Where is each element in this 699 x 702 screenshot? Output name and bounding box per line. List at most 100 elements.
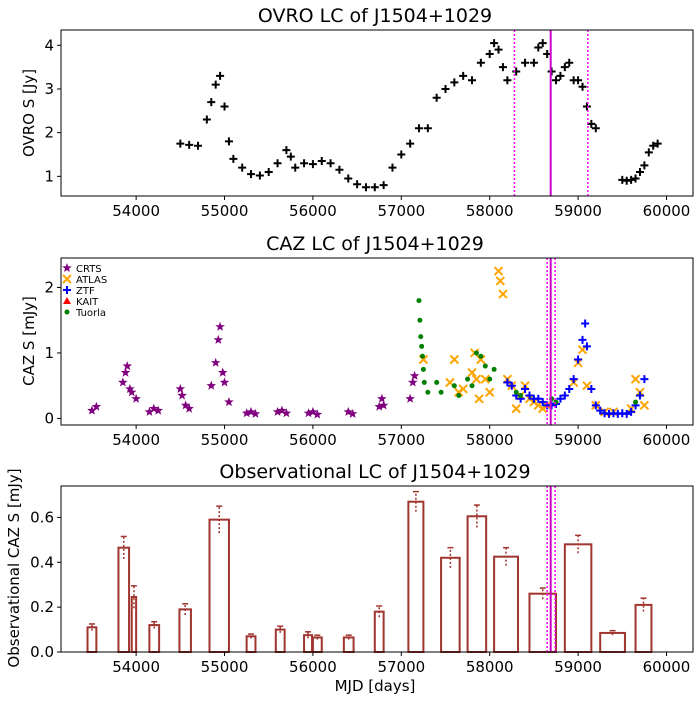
caz-point-ztf-21 <box>591 401 600 410</box>
caz-title: CAZ LC of J1504+1029 <box>266 233 484 255</box>
observational-ylabel: Observational CAZ S [mJy] <box>5 468 23 667</box>
caz-plot-area <box>60 257 694 426</box>
ovro-yticks: 1 2 3 4 <box>44 36 61 185</box>
caz-point-ztf-31 <box>635 391 644 400</box>
caz-point-atlas-5 <box>467 367 477 378</box>
caz-point-crts-20 <box>219 377 230 387</box>
caz-point-atlas-17 <box>511 403 521 414</box>
caz-xtick-label-6: 60000 <box>643 431 691 449</box>
ovro-point-ovro-25 <box>361 183 370 192</box>
observational-bar-18 <box>599 631 626 654</box>
caz-point-crts-37 <box>408 377 418 387</box>
caz-ylabel: CAZ S [mJy] <box>20 296 38 386</box>
ovro-point-ovro-65 <box>635 167 644 176</box>
ovro-point-ovro-54 <box>565 58 574 67</box>
observational-ytick-label-3: 0.6 <box>30 508 54 526</box>
observational-xticks: 54000 55000 56000 57000 58000 59000 60000 <box>112 652 690 676</box>
ovro-xtick-label-1: 55000 <box>201 202 249 220</box>
ovro-point-ovro-27 <box>379 181 388 190</box>
caz-point-ztf-1 <box>507 381 516 390</box>
caz-point-tuorla-16 <box>482 363 488 369</box>
caz-point-ztf-14 <box>565 384 574 393</box>
caz-point-crts-31 <box>343 406 353 416</box>
ovro-point-ovro-58 <box>582 102 591 111</box>
caz-point-crts-34 <box>377 393 387 403</box>
caz-point-tuorla-9 <box>438 389 444 395</box>
ovro-plot-area <box>60 29 694 197</box>
caz-point-crts-24 <box>250 408 261 418</box>
ovro-point-ovro-11 <box>247 170 256 179</box>
caz-point-tuorla-3 <box>419 343 425 349</box>
caz-point-tuorla-18 <box>491 366 497 372</box>
caz-point-crts-27 <box>281 408 292 418</box>
ovro-point-ovro-45 <box>521 58 530 67</box>
caz-point-atlas-2 <box>449 354 460 365</box>
caz-axes-frame <box>60 257 694 426</box>
caz-point-crts-21 <box>224 397 234 407</box>
caz-point-crts-6 <box>127 387 137 397</box>
caz-point-ztf-32 <box>640 375 649 384</box>
ovro-point-ovro-47 <box>534 43 543 52</box>
ovro-point-ovro-60 <box>591 124 600 133</box>
caz-point-ztf-20 <box>587 384 596 393</box>
observational-panel: Observational LC of J1504+1029 Observati… <box>5 461 694 695</box>
ovro-point-ovro-8 <box>224 137 233 146</box>
caz-point-tuorla-19 <box>513 389 519 395</box>
ovro-point-ovro-69 <box>653 139 662 148</box>
ovro-point-ovro-13 <box>264 167 273 176</box>
caz-legend-marker-crts <box>62 263 72 272</box>
caz-point-atlas-10 <box>480 374 490 384</box>
ovro-point-ovro-21 <box>326 159 335 168</box>
caz-point-crts-29 <box>308 406 318 416</box>
observational-bar-15 <box>493 555 519 654</box>
caz-legend-label-ztf: ZTF <box>76 286 95 297</box>
caz-point-atlas-4 <box>458 384 468 394</box>
caz-xticks: 54000 55000 56000 57000 58000 59000 60000 <box>112 425 690 449</box>
caz-point-ztf-8 <box>538 398 547 407</box>
ovro-point-ovro-26 <box>370 183 379 192</box>
observational-bar-4 <box>178 608 192 653</box>
caz-point-tuorla-22 <box>553 399 559 405</box>
ovro-point-ovro-14 <box>273 159 282 168</box>
observational-bar-5 <box>208 518 230 653</box>
observational-xtick-label-6: 60000 <box>643 658 691 676</box>
caz-point-atlas-7 <box>471 374 482 384</box>
caz-point-crts-9 <box>149 403 159 413</box>
caz-point-tuorla-12 <box>465 376 471 382</box>
ovro-point-ovro-2 <box>194 141 203 150</box>
caz-point-atlas-35 <box>639 400 650 411</box>
observational-xtick-label-1: 55000 <box>201 658 249 676</box>
caz-legend-label-crts: CRTS <box>76 264 102 275</box>
caz-point-ztf-22 <box>596 406 605 415</box>
caz-point-tuorla-13 <box>469 383 475 389</box>
caz-point-tuorla-4 <box>420 353 426 359</box>
caz-point-crts-18 <box>215 321 225 331</box>
ovro-point-ovro-4 <box>207 98 216 107</box>
observational-xtick-label-0: 54000 <box>112 658 160 676</box>
caz-ytick-label-0: 0 <box>44 409 54 427</box>
ovro-point-ovro-33 <box>432 93 441 102</box>
observational-bar-14 <box>466 515 488 654</box>
caz-point-tuorla-20 <box>518 393 524 399</box>
ovro-xtick-label-3: 57000 <box>377 202 425 220</box>
observational-bar-6 <box>245 635 257 654</box>
caz-point-tuorla-23 <box>633 399 639 405</box>
caz-point-crts-2 <box>118 377 128 387</box>
caz-point-ztf-19 <box>582 342 591 351</box>
ovro-point-ovro-52 <box>556 71 565 80</box>
ovro-point-ovro-10 <box>238 163 247 172</box>
ovro-point-ovro-68 <box>649 141 658 150</box>
observational-bar-3 <box>148 624 161 653</box>
observational-bar-2 <box>130 596 138 653</box>
caz-legend-label-atlas: ATLAS <box>76 275 107 286</box>
ovro-point-ovro-15 <box>282 146 291 155</box>
caz-point-crts-8 <box>144 406 155 416</box>
observational-bar-17 <box>563 543 593 654</box>
caz-point-tuorla-0 <box>416 298 422 304</box>
caz-point-crts-4 <box>122 361 132 371</box>
caz-point-atlas-14 <box>498 289 508 299</box>
ovro-xtick-label-6: 60000 <box>643 202 691 220</box>
caz-legend-label-tuorla: Tuorla <box>75 308 106 319</box>
caz-point-ztf-29 <box>627 407 636 416</box>
